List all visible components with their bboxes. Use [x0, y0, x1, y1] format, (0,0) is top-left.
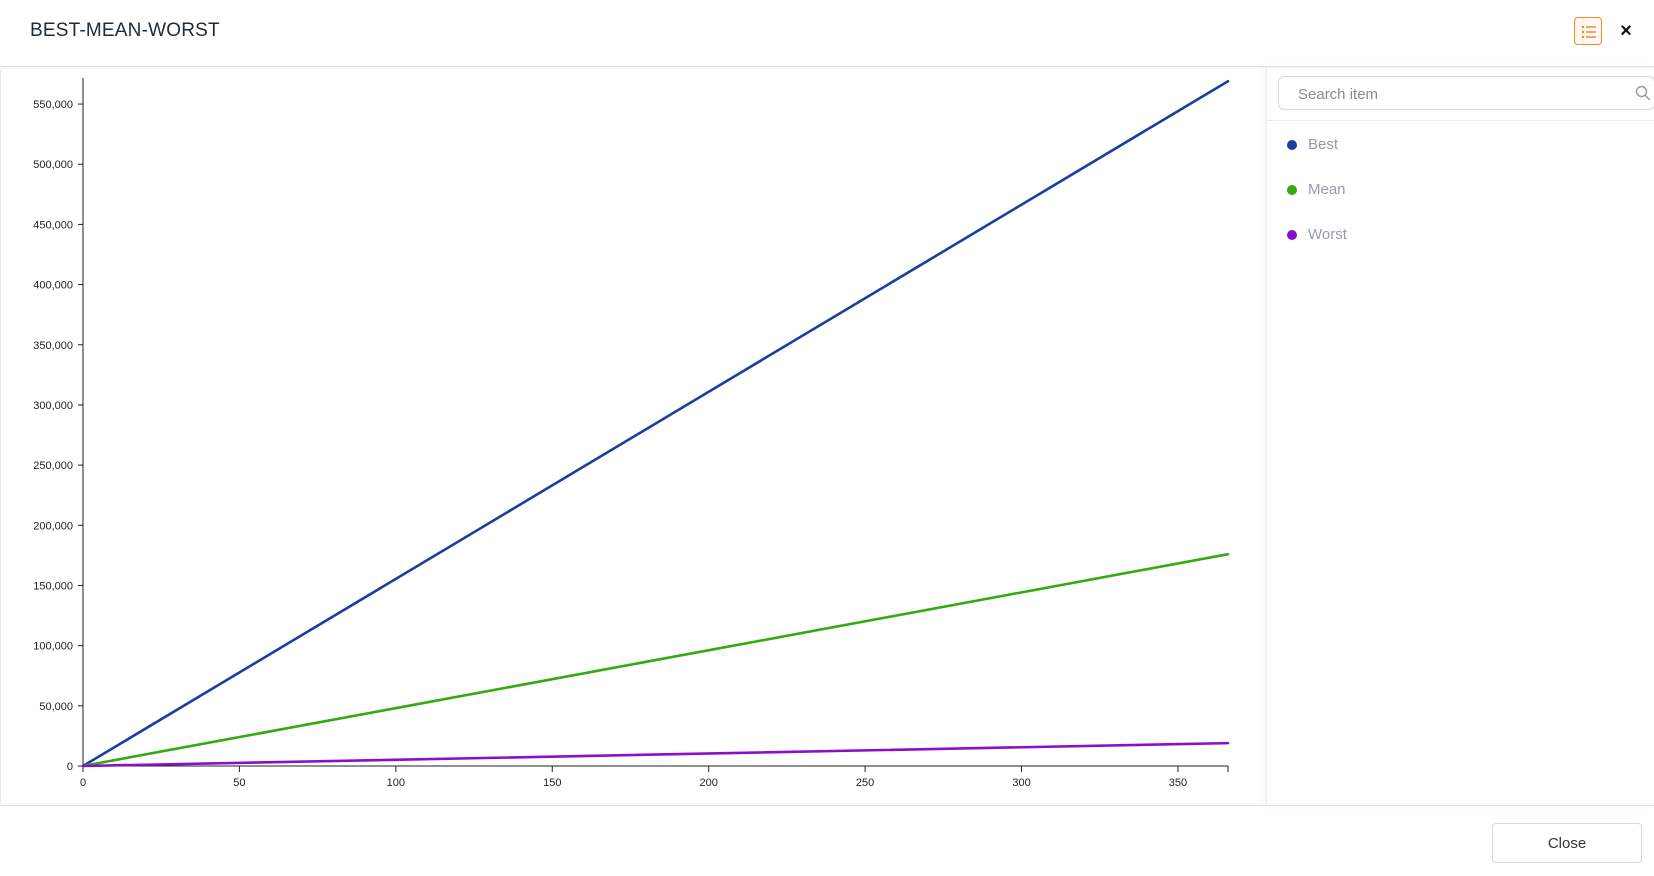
x-tick-label: 200 — [700, 777, 718, 789]
search-icon[interactable] — [1635, 85, 1651, 101]
dialog-title: BEST-MEAN-WORST — [30, 20, 220, 41]
y-tick-label: 400,000 — [33, 280, 73, 292]
x-tick-label: 0 — [80, 777, 86, 789]
close-icon[interactable]: × — [1620, 20, 1632, 42]
x-tick-label: 50 — [233, 777, 245, 789]
dialog-footer: Close — [0, 805, 1654, 876]
dialog-header: BEST-MEAN-WORST × — [0, 0, 1654, 67]
legend-label-best: Best — [1308, 136, 1339, 153]
search-input[interactable] — [1298, 83, 1598, 105]
legend-divider — [1267, 120, 1654, 121]
dialog-body: 0 50,000 100,000 150,000 200,000 250,000 300,0… — [0, 68, 1654, 805]
series-line-best — [81, 79, 1230, 768]
legend-toggle-button[interactable] — [1574, 17, 1602, 45]
line-chart: 0 50,000 100,000 150,000 200,000 250,000 300,0… — [33, 78, 1230, 789]
y-tick-label: 500,000 — [33, 159, 73, 171]
x-tick-label: 350 — [1169, 777, 1187, 789]
legend-dot-worst — [1287, 230, 1297, 240]
legend-panel: Best Mean Worst — [1266, 68, 1654, 805]
close-button[interactable]: Close — [1492, 823, 1642, 863]
legend-dot-best — [1287, 140, 1297, 150]
y-tick-label: 100,000 — [33, 641, 73, 653]
x-tick-label: 150 — [543, 777, 561, 789]
x-tick-label: 300 — [1012, 777, 1030, 789]
y-tick-label: 150,000 — [33, 580, 73, 592]
y-tick-label: 200,000 — [33, 520, 73, 532]
x-tick-label: 250 — [856, 777, 874, 789]
list-icon — [1581, 25, 1596, 39]
legend-label-worst: Worst — [1308, 226, 1347, 243]
legend-label-mean: Mean — [1308, 181, 1346, 198]
y-tick-label: 550,000 — [33, 99, 73, 111]
y-tick-label: 350,000 — [33, 340, 73, 352]
x-tick-label: 100 — [387, 777, 405, 789]
series-line-mean — [81, 552, 1230, 768]
y-tick-label: 50,000 — [39, 701, 73, 713]
search-box — [1278, 76, 1654, 110]
y-tick-label: 450,000 — [33, 219, 73, 231]
y-tick-label: 300,000 — [33, 400, 73, 412]
y-tick-label: 0 — [67, 761, 73, 773]
legend-dot-mean — [1287, 185, 1297, 195]
chart-panel: 0 50,000 100,000 150,000 200,000 250,000 300,0… — [0, 68, 1265, 805]
series-line-worst — [81, 741, 1230, 768]
y-tick-label: 250,000 — [33, 460, 73, 472]
